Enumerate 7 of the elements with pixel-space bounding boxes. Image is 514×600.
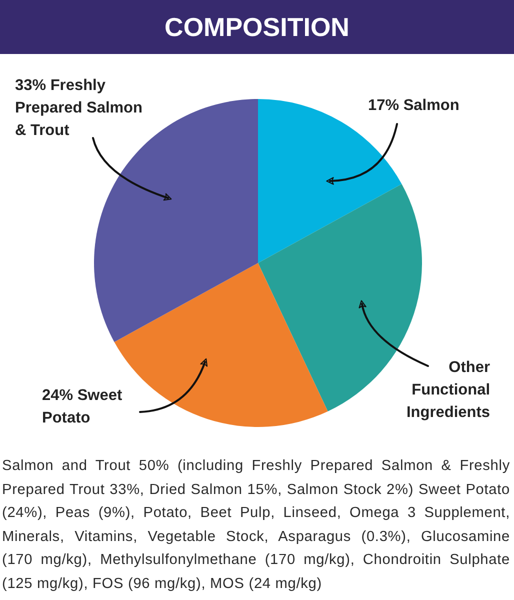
pie-slice xyxy=(258,99,402,263)
chart-title: COMPOSITION xyxy=(164,12,350,42)
text: Salmon and Trout 50% (including Freshly Prepared Salmon & Freshly Prepared Trout 33%, Dried Salmon 15%, Salmon Stock 2%) Sweet Potato (24%), Peas (9%), Potato, Beet Pulp, Linseed, Omega 3 Supplement, Minerals, Vitamins, Vegetable Stock, Asparagus (0.3%), Glucosamine (170 mg/kg), Methylsulfonylmethane (170 mg/kg), Chondroitin Sulphate (125 mg/kg), FOS (96 mg/kg), MOS (24 mg/kg) xyxy=(2,457,510,594)
slice-label: Other Functional Ingredients xyxy=(406,359,490,421)
slice-label: 17% Salmon xyxy=(368,97,460,114)
slice-label: 33% Freshly Prepared Salmon & Trout xyxy=(15,77,142,139)
slice-label: 24% Sweet Potato xyxy=(42,387,122,426)
